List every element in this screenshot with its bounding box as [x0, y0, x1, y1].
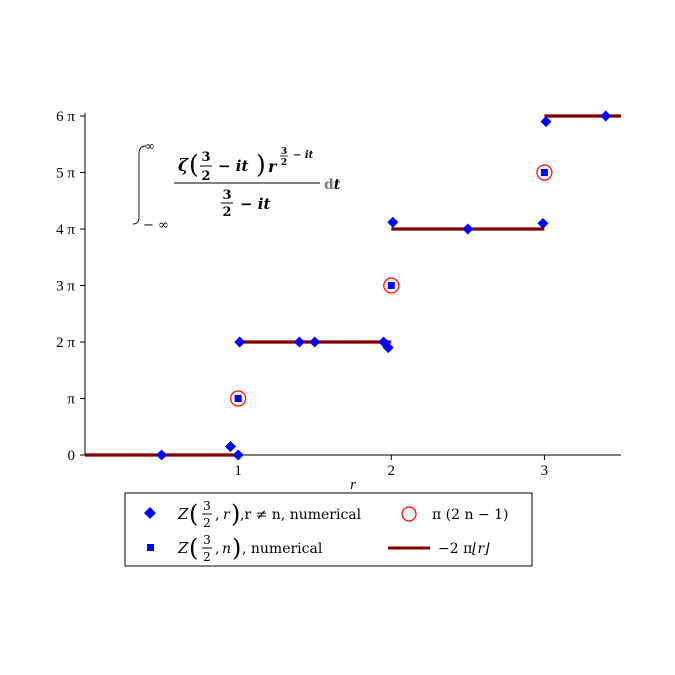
y-tick-label: 0 — [68, 448, 76, 464]
diamond-point — [600, 110, 612, 122]
legend-square-two: 2 — [203, 550, 211, 564]
ann-lparen: ( — [189, 150, 199, 179]
legend-diamond-marker — [144, 507, 156, 519]
legend-diamond-suffix: ,r ≠ n, numerical — [240, 507, 362, 523]
ann-den-minus-it: − it — [240, 195, 270, 213]
legend-square-z: Z — [177, 539, 189, 557]
integral-annotation: ∞ − ∞ ζ ( 3 2 − it ) r 3 2 − it 3 2 − it… — [132, 139, 341, 233]
x-tick-label: 2 — [388, 463, 396, 479]
ann-den-three: 3 — [222, 188, 231, 203]
axis-ticks: 0π2 π3 π4 π5 π6 π1 2 3 — [56, 109, 548, 479]
circle-point — [536, 164, 553, 181]
ann-num-three: 3 — [201, 150, 210, 165]
diamond-point — [540, 116, 552, 128]
diamond-point — [224, 441, 236, 453]
ann-num-two: 2 — [201, 169, 210, 184]
legend-square-arg: n — [222, 541, 231, 557]
integral-lower: − ∞ — [143, 218, 169, 233]
y-tick-label: 4 π — [56, 222, 75, 238]
x-tick-label: 3 — [541, 463, 549, 479]
diamond-point — [234, 336, 246, 348]
ann-den-two: 2 — [222, 205, 231, 220]
legend-diamond-arg: r — [223, 507, 231, 523]
legend: Z ( 3 2 , r ) ,r ≠ n, numerical π (2 n −… — [124, 492, 533, 567]
ann-exp-minus-it: − it — [293, 150, 314, 161]
legend-square-marker — [147, 544, 154, 551]
diamond-point — [382, 342, 394, 354]
ann-minus-it: − it — [218, 157, 248, 175]
marker-series — [156, 110, 612, 461]
legend-circle-label: π (2 n − 1) — [432, 507, 509, 523]
legend-box — [124, 492, 533, 567]
diamond-point — [232, 449, 244, 461]
diamond-point — [537, 217, 549, 229]
legend-square-suffix: , numerical — [242, 541, 323, 557]
zeta-symbol: ζ — [178, 156, 189, 176]
legend-square-comma: , — [215, 541, 219, 557]
diamond-point — [293, 336, 305, 348]
diamond-point — [309, 336, 321, 348]
step-series — [85, 114, 621, 457]
square-point — [387, 282, 395, 289]
legend-entry-circle: π (2 n − 1) — [401, 506, 509, 523]
y-tick-label: 3 π — [56, 279, 75, 295]
integral-upper: ∞ — [145, 139, 155, 153]
legend-entry-square: Z ( 3 2 , n ) , numerical — [147, 533, 323, 564]
diamond-point — [462, 223, 474, 235]
legend-diamond-three: 3 — [203, 499, 211, 513]
ann-r: r — [268, 157, 278, 176]
ann-dt-d: d — [324, 177, 334, 193]
circle-point — [383, 277, 400, 294]
legend-diamond-comma: , — [215, 507, 219, 523]
y-tick-label: 2 π — [56, 335, 75, 351]
legend-entry-line: −2 π ⌊r⌋ — [388, 541, 490, 557]
integral-sign — [132, 145, 147, 225]
legend-square-lparen: ( — [189, 534, 198, 562]
diamond-point — [387, 216, 399, 228]
legend-line-prefix: −2 π — [438, 541, 472, 557]
x-axis-label: r — [350, 477, 356, 493]
square-point — [540, 169, 548, 176]
square-point — [234, 395, 242, 402]
y-tick-label: π — [67, 392, 75, 408]
circle-point — [230, 390, 247, 407]
legend-diamond-z: Z — [177, 505, 189, 523]
ann-rparen: ) — [256, 150, 266, 179]
diamond-point — [156, 449, 168, 461]
legend-square-rparen: ) — [232, 534, 241, 562]
legend-square-three: 3 — [203, 533, 211, 547]
legend-entry-diamond: Z ( 3 2 , r ) ,r ≠ n, numerical — [144, 499, 362, 530]
y-tick-label: 5 π — [56, 166, 75, 182]
legend-diamond-lparen: ( — [189, 500, 198, 528]
ann-exp-three: 3 — [281, 147, 287, 157]
legend-circle-marker — [401, 506, 417, 522]
legend-diamond-two: 2 — [203, 516, 211, 530]
y-tick-label: 6 π — [56, 109, 75, 125]
ann-dt-t: t — [334, 177, 341, 193]
legend-line-floor: ⌊r⌋ — [472, 541, 490, 557]
x-tick-label: 1 — [234, 463, 242, 479]
ann-exp-two: 2 — [281, 158, 287, 168]
legend-diamond-rparen: ) — [231, 500, 240, 528]
ann-dt: dt — [324, 177, 341, 193]
